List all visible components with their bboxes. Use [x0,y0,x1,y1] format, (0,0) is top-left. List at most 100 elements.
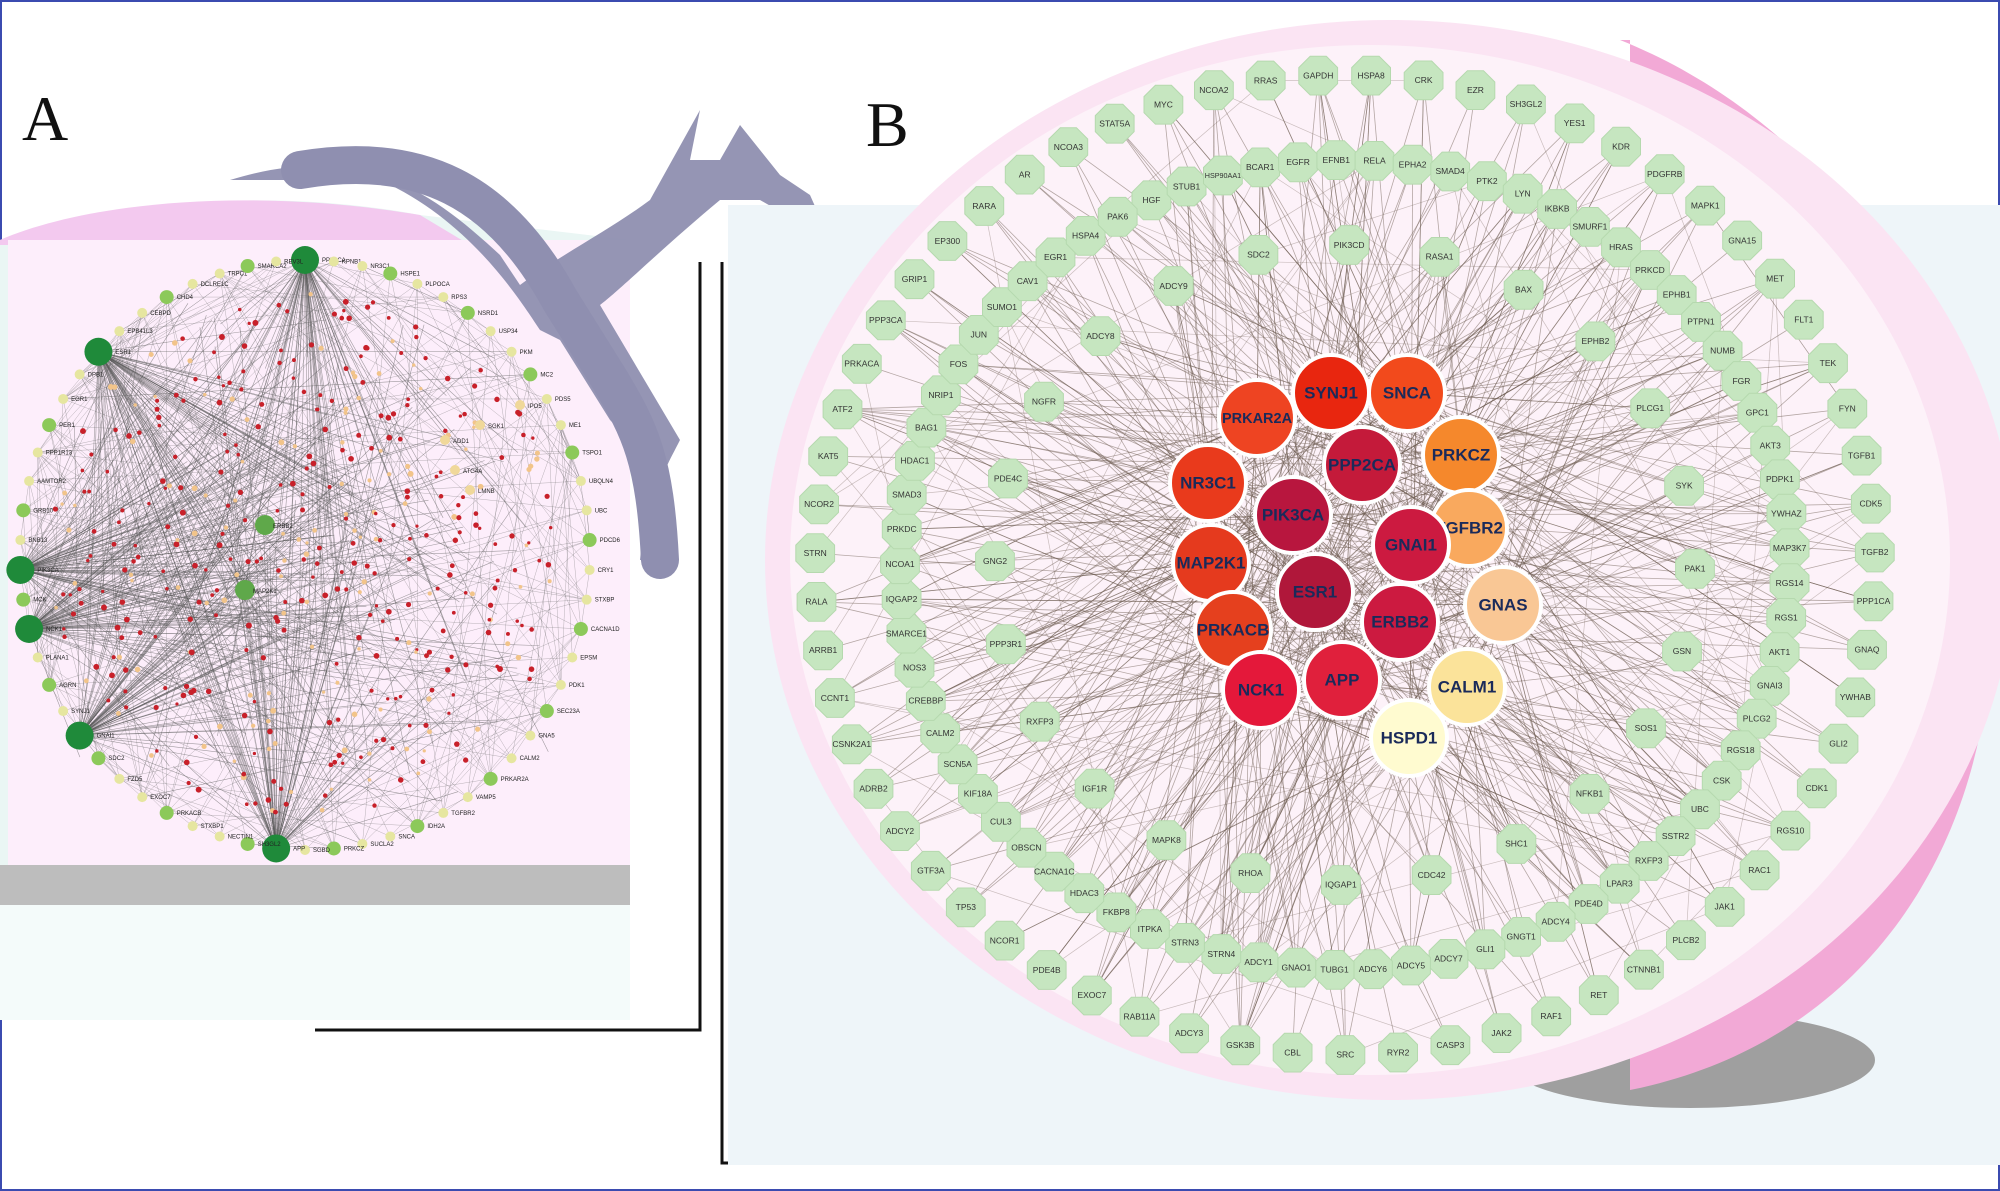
interior-node [245,622,252,629]
network-edge [219,273,547,400]
interior-node [116,654,122,660]
network-edge [98,351,390,455]
node-efnb1: EFNB1 [1316,140,1357,180]
interior-node [299,597,305,604]
node-label: ADCY6 [1359,964,1388,974]
interior-node [52,506,59,512]
network-edge [20,522,281,571]
network-edge [98,351,353,473]
network-edge [37,657,306,851]
octagon-node-shape [1146,820,1187,861]
hub-circle [1463,565,1543,645]
node-gapdh: GAPDH [1298,55,1339,96]
octagon-node-shape [1004,154,1045,195]
network-edge [23,273,391,511]
interior-node [377,538,383,543]
octagon-node-shape [1094,103,1135,144]
node-label: FLT1 [1794,314,1813,324]
network-edge [37,452,418,827]
octagon-node-shape [895,440,935,481]
network-edge [20,539,418,827]
node-idh2a [410,819,425,834]
network-edge [98,261,334,352]
octagon-node-shape [1841,435,1882,476]
hub-circle [1168,443,1248,523]
interior-node [339,315,345,321]
interior-node [407,723,412,728]
network-edge [79,561,494,736]
hub-node-prkar2a: PRKAR2A [1217,378,1297,458]
hub-label: GNAS [1478,595,1527,614]
interior-node [547,579,552,584]
hub-label: APP [1325,670,1360,689]
interior-node [123,689,128,694]
interior-node [398,694,403,699]
interior-node [373,536,379,542]
interior-node [122,567,128,573]
node-label: ADCY7 [1434,954,1463,964]
octagon-node-shape [988,458,1028,499]
network-edge [98,351,328,416]
interior-node [487,602,494,608]
node-sh3gl2: SH3GL2 [1506,84,1546,125]
node-label: SYK [1676,481,1693,491]
network-edge [1522,193,1876,553]
octagon-node-shape [1329,225,1369,265]
network-edge [216,259,306,632]
interior-node [149,753,154,758]
network-edge [79,735,363,845]
node-label: PER1 [59,423,75,429]
network-edge [247,265,573,658]
network-edge [20,371,296,571]
node-label: EPHB2 [1581,336,1609,346]
octagon-node-shape [1626,708,1666,749]
octagon-node-shape [1655,816,1696,856]
node-gsn: GSN [1662,631,1702,672]
node-label: PDE4D [1574,899,1602,909]
interior-node [407,470,414,477]
octagon-node-shape [808,436,849,477]
node-label: FZD5 [127,777,143,783]
node-label: GRIP1 [902,274,928,284]
network-edge [842,408,1209,484]
network-edge [275,681,453,849]
node-label: SRC [1336,1050,1354,1060]
octagon-node-shape [1796,768,1837,809]
node-label: RELA [1363,156,1386,166]
interior-node [225,449,230,454]
node-gnao1: GNAO1 [1276,947,1317,988]
interior-node [187,616,193,622]
node-label: SUMO1 [987,302,1018,312]
interior-node [311,575,315,579]
octagon-node-shape [886,613,927,654]
network-edge [79,672,281,736]
network-edge [957,167,1261,765]
network-edge [98,351,223,769]
node-label: PLPOCA [425,282,449,288]
interior-node [416,771,421,776]
interior-node [241,771,247,777]
octagon-node-shape [1298,55,1339,96]
node-label: LPAR3 [1606,878,1633,888]
hub-circle [1360,582,1440,662]
network-edge [48,425,143,798]
network-edge [304,259,393,633]
interior-node [351,560,357,566]
network-edge [275,671,507,849]
node-akt1: AKT1 [1759,632,1800,673]
interior-node [343,410,348,415]
network-edge [20,436,443,571]
interior-node [191,530,198,537]
interior-node [341,761,345,765]
hub-label: PIK3CA [1262,505,1324,524]
network-edge [98,351,222,694]
interior-node [283,600,288,604]
network-edge [28,296,167,482]
network-edge [262,259,306,445]
panel-a-label: A [22,83,68,154]
node-label: PLCG2 [1743,713,1771,723]
network-edge [1232,600,1874,631]
interior-node [188,689,195,696]
node-rps3 [438,292,449,303]
